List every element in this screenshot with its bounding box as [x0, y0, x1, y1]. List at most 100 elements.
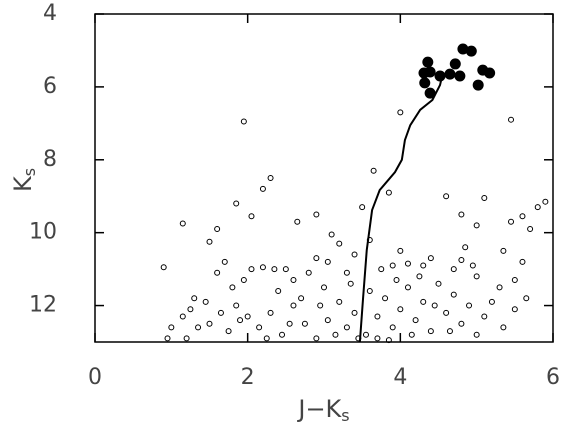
open-point [397, 306, 404, 313]
isochrone-line [358, 71, 445, 343]
open-point [523, 295, 530, 302]
y-label-main: K [9, 175, 37, 192]
open-point [214, 269, 221, 276]
open-point [473, 331, 480, 338]
filled-point [424, 66, 436, 78]
open-point [473, 273, 480, 280]
filled-point [444, 68, 456, 80]
open-point [488, 298, 495, 305]
open-point [511, 306, 518, 313]
open-point [286, 320, 293, 327]
open-point [389, 324, 396, 331]
open-point [481, 195, 488, 202]
open-point [466, 302, 473, 309]
open-point [385, 337, 392, 344]
filled-point [472, 79, 484, 91]
open-point [473, 222, 480, 229]
open-point [267, 175, 274, 181]
open-point [313, 211, 320, 218]
open-point [191, 295, 198, 302]
filled-point [419, 77, 431, 89]
open-point [469, 262, 476, 269]
open-point [240, 118, 247, 125]
x-axis-label: J−Ks [296, 395, 349, 425]
filled-point [422, 56, 434, 68]
filled-point [449, 58, 461, 70]
open-point [508, 116, 515, 123]
open-point [233, 302, 240, 309]
open-point [446, 328, 453, 335]
open-point [393, 277, 400, 284]
open-point [450, 266, 457, 273]
y-tick-label: 12 [29, 293, 57, 318]
open-point [336, 298, 343, 305]
open-point [202, 298, 209, 305]
open-point [256, 324, 263, 331]
open-point [462, 244, 469, 251]
open-point [427, 255, 434, 262]
open-point [408, 331, 415, 338]
open-point [450, 291, 457, 298]
open-point [435, 280, 442, 287]
open-point [508, 218, 515, 225]
open-point [290, 302, 297, 309]
filled-point [454, 70, 466, 82]
open-point [374, 335, 381, 342]
open-point [458, 320, 465, 327]
y-tick-label: 6 [43, 74, 57, 99]
open-point [427, 328, 434, 335]
open-point [378, 266, 385, 273]
open-point [324, 317, 331, 324]
open-point [290, 277, 297, 284]
open-point [404, 260, 411, 267]
open-point [336, 240, 343, 247]
open-point [397, 109, 404, 116]
filled-point [484, 67, 496, 79]
x-tick-label: 0 [88, 365, 102, 390]
open-point [458, 257, 465, 263]
open-point [351, 309, 358, 316]
y-axis-label: Ks [9, 168, 39, 192]
open-point [313, 335, 320, 342]
open-point [259, 264, 266, 271]
open-point [519, 213, 526, 220]
open-point [519, 258, 526, 265]
open-point [301, 320, 308, 327]
open-point [183, 335, 190, 342]
open-point [343, 269, 350, 276]
open-point [385, 189, 392, 196]
open-point [324, 258, 331, 265]
y-tick-label: 4 [43, 1, 57, 26]
open-point [160, 264, 167, 271]
open-point [313, 255, 320, 262]
open-point [164, 335, 171, 342]
open-point [420, 298, 427, 305]
open-point [271, 266, 278, 273]
open-point [458, 211, 465, 218]
open-point [443, 309, 450, 316]
open-point [229, 284, 236, 291]
open-point [217, 309, 224, 316]
open-point [305, 269, 312, 276]
open-point [225, 328, 232, 335]
open-point [195, 324, 202, 331]
x-tick-label: 4 [393, 365, 407, 390]
open-point [275, 287, 282, 294]
open-point [294, 218, 301, 225]
open-point [343, 324, 350, 331]
open-point [282, 266, 289, 273]
open-point [351, 251, 358, 258]
open-point [500, 247, 507, 254]
open-point [527, 226, 534, 233]
open-point [481, 313, 488, 320]
open-point [366, 287, 373, 294]
open-point [443, 193, 450, 200]
open-point [382, 295, 389, 302]
open-point [397, 247, 404, 254]
open-point [534, 204, 541, 211]
open-point [374, 313, 381, 320]
open-point [404, 284, 411, 291]
open-point [500, 324, 507, 331]
